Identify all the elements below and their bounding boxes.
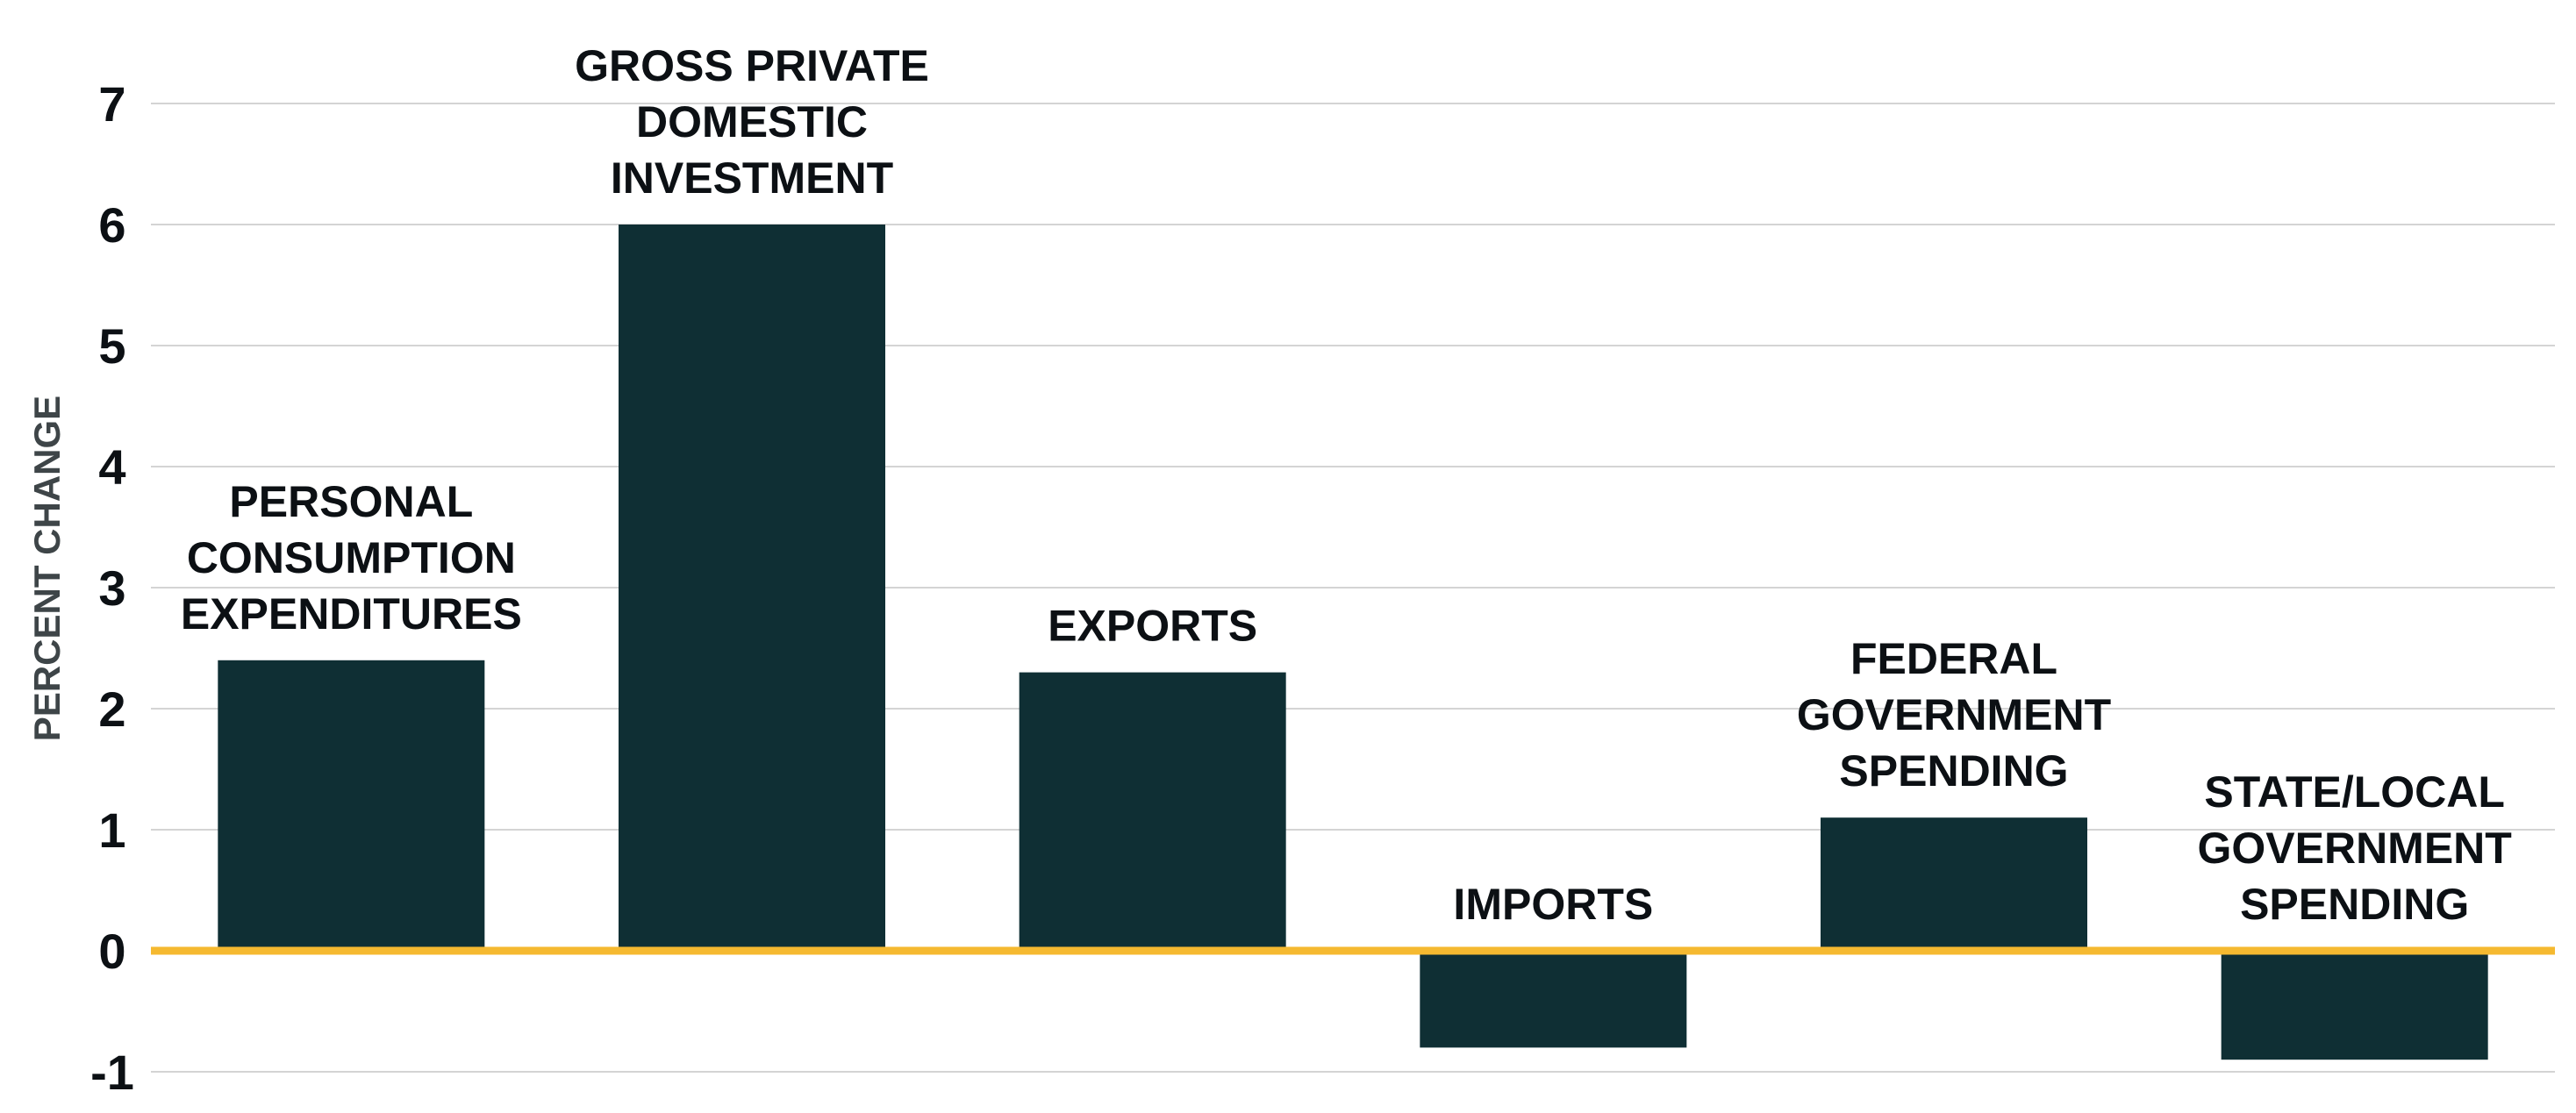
bar-labels: PERSONAL CONSUMPTION EXPENDITURES GROSS PRI… [181,41,2512,929]
bar-category-label: STATE/LOCAL [2204,767,2505,817]
bars [218,225,2488,1060]
bar-category-label: EXPENDITURES [181,589,522,639]
bar-category-label: GROSS PRIVATE [575,41,929,90]
bar-category-label: IMPORTS [1453,880,1653,929]
bar-category-label: DOMESTIC [636,97,868,146]
y-tick-label: 3 [98,560,125,616]
bar-category-label: INVESTMENT [611,153,893,203]
bar [2221,951,2488,1060]
bar-category-label: EXPORTS [1048,602,1257,651]
y-tick-label: 4 [98,439,125,495]
bar-category-label: SPENDING [1839,746,2068,796]
bar-category-label: FEDERAL [1850,634,2057,683]
bar-category-label: GOVERNMENT [1797,690,2111,739]
bar-category-label: SPENDING [2240,880,2469,929]
y-tick-label: 7 [98,76,125,132]
y-tick-label: -1 [90,1045,134,1100]
bar [1420,951,1687,1048]
bar [218,660,485,951]
y-tick-label: 1 [98,803,125,858]
bar [1821,817,2087,951]
y-tick-label: 2 [98,681,125,737]
gridlines [151,103,2555,1073]
y-tick-label: 6 [98,197,125,253]
y-axis-title: PERCENT CHANGE [26,396,68,741]
bar-category-label: CONSUMPTION [187,533,516,582]
bar [1019,672,1286,951]
bar-category-label: GOVERNMENT [2197,824,2511,873]
bar-category-label: PERSONAL [229,477,473,526]
y-axis-ticks: -1 0 1 2 3 4 5 6 7 [90,76,134,1100]
y-tick-label: 5 [98,318,125,374]
bar [619,225,885,951]
y-tick-label: 0 [98,924,125,979]
